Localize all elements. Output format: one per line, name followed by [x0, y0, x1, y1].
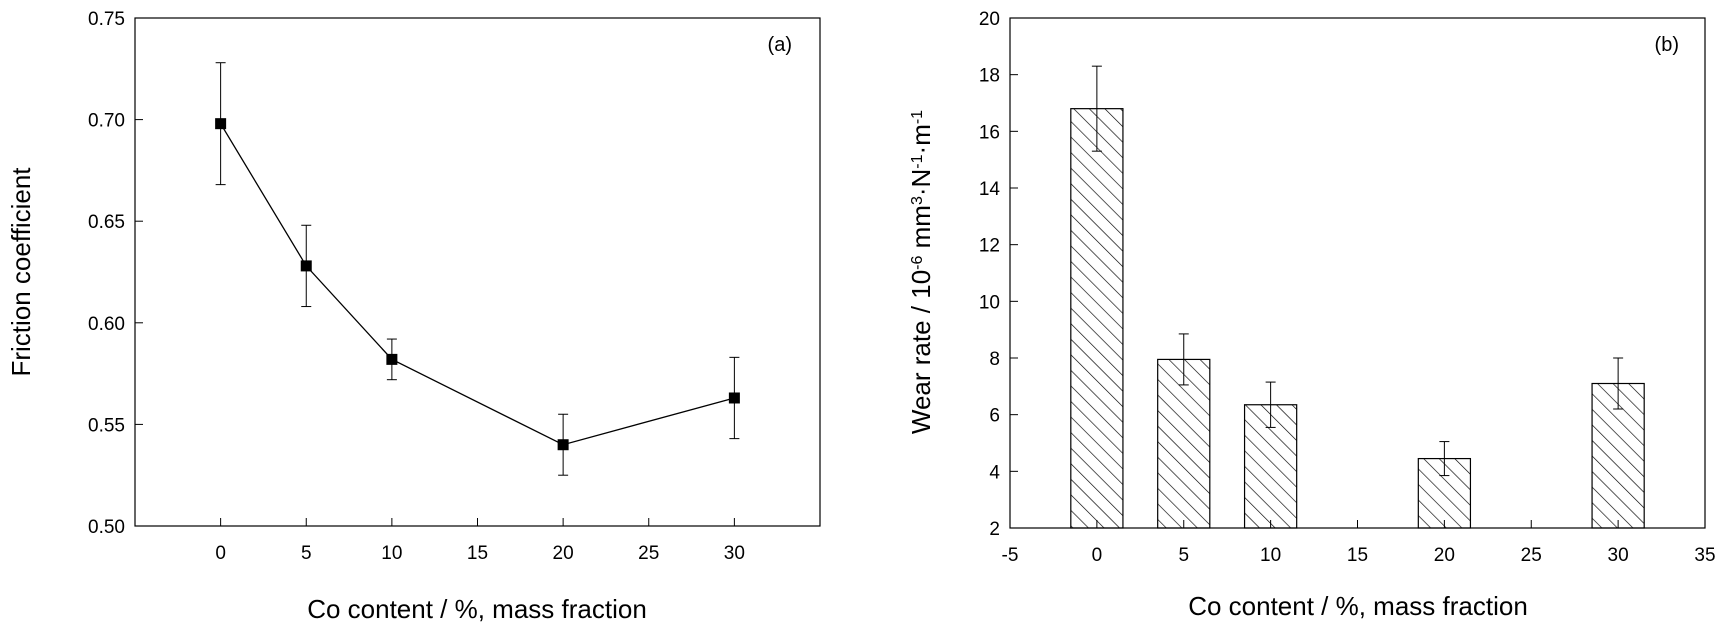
x-tick-label-b-3: 10: [1260, 545, 1281, 566]
friction-coefficient-chart: (a) 0.50 0.55 0.60 0.65 0.70 0.75 0 5 10 15 20 25 3…: [6, 9, 821, 624]
x-tick-label-b-0: -5: [1002, 545, 1019, 566]
ylabel-b-part-3: 3: [909, 196, 926, 205]
y-tick-label-b-8: 18: [979, 66, 1000, 87]
x-tick-label-b-7: 30: [1608, 545, 1629, 566]
x-tick-label-b-8: 35: [1694, 545, 1715, 566]
x-tick-label-a-6: 30: [724, 543, 745, 564]
y-tick-label-a-3: 0.65: [88, 212, 125, 233]
y-tick-label-a-2: 0.60: [88, 314, 125, 335]
y-tick-label-a-1: 0.55: [88, 415, 125, 436]
bar-b-0: [1070, 108, 1124, 529]
data-point-a-2: [386, 353, 398, 365]
ylabel-b-part-0: Wear rate / 10: [906, 270, 936, 434]
x-tick-label-a-2: 10: [381, 543, 402, 564]
x-tick-label-a-3: 15: [467, 543, 488, 564]
ylabel-b-part-5: -1: [909, 154, 926, 168]
x-axis-label-a: Co content / %, mass fraction: [307, 594, 647, 624]
ylabel-b-part-2: mm: [906, 205, 936, 256]
data-point-a-4: [728, 392, 740, 404]
panel-label-b: (b): [1655, 34, 1679, 56]
panel-label-a: (a): [768, 34, 792, 56]
y-tick-label-a-4: 0.70: [88, 111, 125, 132]
bar-b-1: [1157, 358, 1211, 529]
plot-frame-a: [134, 17, 821, 527]
x-tick-label-a-4: 20: [553, 543, 574, 564]
y-tick-label-b-0: 2: [989, 519, 1000, 540]
y-tick-label-b-6: 14: [979, 179, 1001, 200]
y-tick-label-a-0: 0.50: [88, 517, 125, 538]
x-axis-label-b: Co content / %, mass fraction: [1188, 591, 1528, 621]
y-tick-label-b-3: 8: [989, 349, 1000, 370]
x-tick-label-b-1: 0: [1092, 545, 1103, 566]
y-tick-label-b-5: 12: [979, 236, 1000, 257]
x-tick-label-a-1: 5: [301, 543, 312, 564]
x-tick-label-b-4: 15: [1347, 545, 1368, 566]
x-tick-label-b-6: 25: [1521, 545, 1542, 566]
ylabel-b-part-7: -1: [909, 110, 926, 124]
y-tick-label-b-2: 6: [989, 406, 1000, 427]
y-axis-label-b: Wear rate / 10-6 mm3·N-1·m-1: [906, 110, 936, 434]
y-tick-label-b-4: 10: [979, 292, 1000, 313]
wear-rate-chart: (b) 2 4 6 8 10 12 14 16 18 20 -5 0 5 10 15 20 25 30 35 Co…: [906, 9, 1716, 621]
x-tick-label-a-0: 0: [215, 543, 226, 564]
ylabel-b-part-4: ·N: [906, 169, 936, 196]
data-point-a-0: [215, 118, 227, 130]
x-tick-label-b-5: 20: [1434, 545, 1455, 566]
data-point-a-1: [300, 260, 312, 272]
y-axis-label-a: Friction coefficient: [6, 167, 36, 377]
y-tick-label-b-7: 16: [979, 122, 1000, 143]
data-point-a-3: [557, 439, 569, 451]
ylabel-b-part-6: ·m: [906, 124, 936, 154]
y-tick-label-a-5: 0.75: [88, 9, 125, 30]
ylabel-b-part-1: -6: [909, 256, 926, 270]
y-tick-label-b-9: 20: [979, 9, 1000, 30]
y-tick-label-b-1: 4: [989, 462, 1000, 483]
series-line-friction: [220, 123, 735, 446]
x-tick-label-b-2: 5: [1178, 545, 1189, 566]
x-tick-label-a-5: 25: [638, 543, 659, 564]
